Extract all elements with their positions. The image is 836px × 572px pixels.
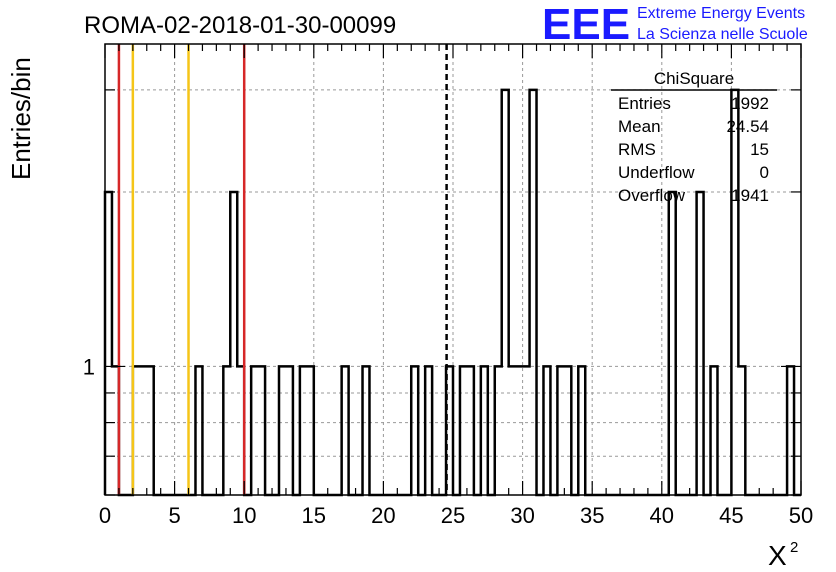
stats-label: Mean <box>618 117 661 136</box>
x-axis-label: X 2 <box>768 539 798 571</box>
histogram-bin <box>523 366 530 495</box>
chart-title: ROMA-02-2018-01-30-00099 <box>84 12 396 39</box>
stats-label: Overflow <box>618 186 686 205</box>
eee-logo: EEE Extreme Energy Events La Scienza nel… <box>542 0 808 49</box>
x-tick-label: 0 <box>99 503 111 528</box>
logo-line-1: Extreme Energy Events <box>637 5 805 22</box>
x-tick-label: 5 <box>168 503 180 528</box>
y-tick-label: 1 <box>83 354 95 379</box>
histogram-bin <box>140 366 147 495</box>
stats-title: ChiSquare <box>654 69 734 88</box>
stats-label: Entries <box>618 94 671 113</box>
x-tick-label: 30 <box>510 503 534 528</box>
x-axis-label-superscript: 2 <box>790 539 798 556</box>
x-axis-label-text: X <box>768 540 787 571</box>
stats-value: 1992 <box>731 94 769 113</box>
x-tick-label: 45 <box>719 503 743 528</box>
threshold-lines <box>117 44 448 495</box>
axis-ticks: 0 5 10 15 20 25 30 35 40 45 50 1 <box>83 44 813 528</box>
stats-value: 24.54 <box>726 117 769 136</box>
stats-value: 0 <box>760 163 769 182</box>
x-tick-label: 10 <box>232 503 256 528</box>
x-tick-label: 15 <box>302 503 326 528</box>
histogram-bin <box>509 366 516 495</box>
logo-line-2: La Scienza nelle Scuole <box>637 26 808 43</box>
y-axis-label: Entries/bin <box>6 57 36 180</box>
x-tick-label: 40 <box>650 503 674 528</box>
stats-label: Underflow <box>618 163 695 182</box>
logo-mark: EEE <box>542 0 630 49</box>
stats-box: ChiSquare Entries 1992 Mean 24.54 RMS 15 Under… <box>611 69 777 205</box>
x-tick-label: 50 <box>789 503 813 528</box>
histogram-bin <box>516 366 523 495</box>
stats-value: 1941 <box>731 186 769 205</box>
x-tick-label: 20 <box>371 503 395 528</box>
stats-value: 15 <box>750 140 769 159</box>
x-tick-label: 25 <box>441 503 465 528</box>
x-tick-label: 35 <box>580 503 604 528</box>
stats-label: RMS <box>618 140 656 159</box>
